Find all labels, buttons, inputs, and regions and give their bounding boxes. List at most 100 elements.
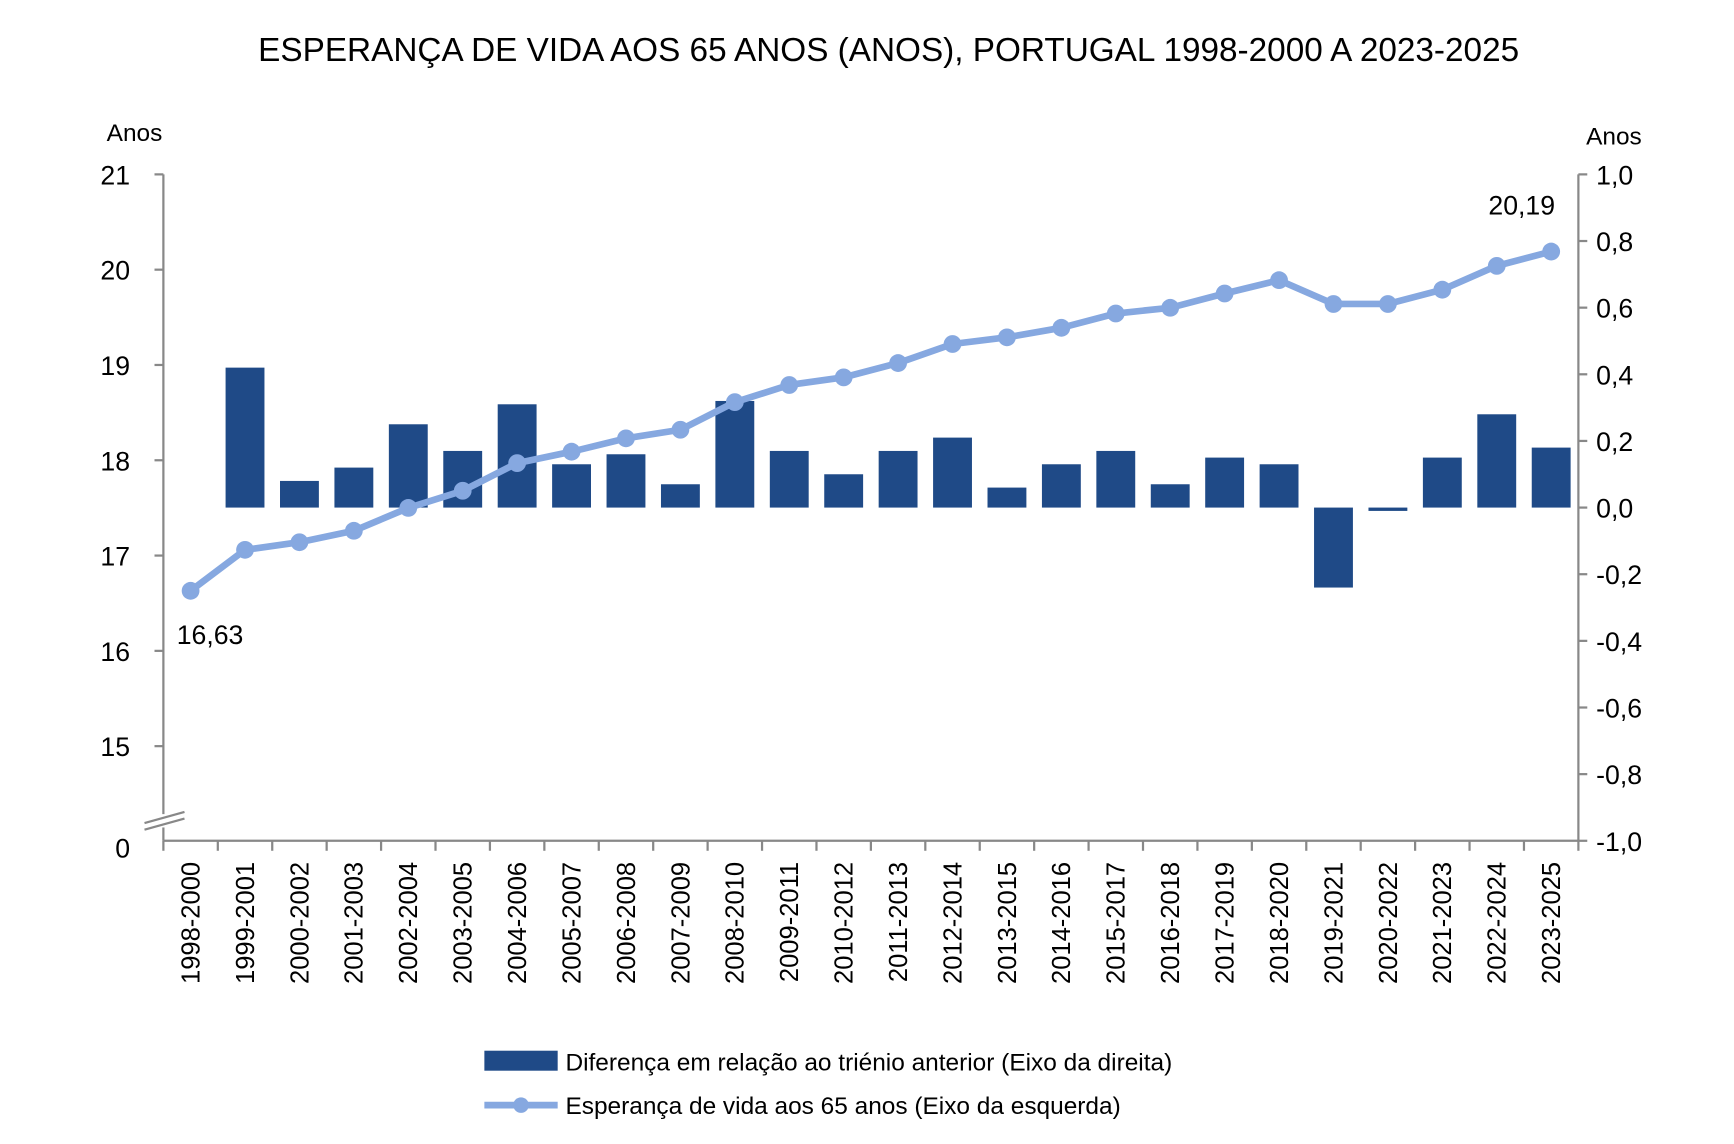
category-label: 2022-2024: [1484, 862, 1512, 984]
line-point: [780, 376, 799, 394]
category-label: 2010-2012: [831, 862, 859, 984]
right-axis-tick-label: -1,0: [1596, 827, 1642, 857]
bar: [1422, 457, 1462, 508]
line-point: [1215, 284, 1234, 303]
right-axis-tick-label: 0,2: [1596, 427, 1633, 457]
bar: [280, 480, 319, 508]
legend-bar-swatch: [484, 1050, 558, 1071]
category-label: 2012-2014: [939, 862, 967, 984]
left-axis-tick-label: 17: [100, 542, 130, 572]
left-axis-tick-label: 19: [100, 351, 130, 381]
category-label: 2014-2016: [1048, 862, 1076, 984]
legend-line-marker: [513, 1097, 529, 1113]
line-point: [1379, 295, 1397, 313]
left-axis-tick-label: 20: [100, 256, 130, 286]
category-label: 2007-2009: [667, 862, 695, 984]
line-point: [1052, 318, 1071, 337]
category-label: 2013-2015: [994, 862, 1022, 984]
bar: [1259, 464, 1299, 508]
line-point: [1542, 242, 1561, 261]
bar: [987, 487, 1027, 508]
right-axis-label: Anos: [1586, 123, 1642, 150]
line-point: [1161, 298, 1180, 317]
life-expectancy-line: [188, 248, 1553, 594]
line-point: [998, 328, 1016, 347]
line-point: [671, 420, 690, 439]
bar: [1531, 447, 1571, 508]
left-axis-tick-label: 15: [100, 732, 130, 762]
bar: [769, 450, 809, 508]
right-axis-tick-label: 0,4: [1596, 360, 1633, 390]
bar: [552, 464, 591, 508]
line-point: [943, 335, 962, 353]
left-axis-label: Anos: [107, 120, 163, 147]
bar: [1205, 457, 1245, 508]
line-point: [453, 481, 472, 500]
line-point: [725, 393, 744, 412]
category-label: 2020-2022: [1375, 862, 1403, 984]
bar: [388, 424, 428, 508]
left-axis-tick-label: 16: [100, 637, 130, 667]
line-point: [344, 521, 363, 540]
bar: [1368, 507, 1408, 511]
category-label: 2011-2013: [885, 862, 913, 982]
bar: [1041, 464, 1081, 508]
axis-break-mark: [144, 810, 185, 825]
category-label: 2005-2007: [558, 862, 586, 984]
category-labels: 1998-2000 1999-2001 2000-2002 2001-2003 2002…: [177, 862, 1566, 984]
category-label: 2023-2025: [1538, 862, 1566, 984]
bar-series: [225, 367, 1571, 588]
legend: Diferença em relação ao triénio anterior…: [484, 1050, 1172, 1120]
bar: [1477, 414, 1517, 508]
right-axis-tick-label: -0,8: [1596, 760, 1642, 790]
line-series: [181, 242, 1561, 600]
line-point: [181, 581, 200, 600]
line-point: [236, 540, 254, 559]
bar: [824, 474, 864, 508]
category-label: 2008-2010: [722, 862, 750, 984]
line-point: [1324, 295, 1343, 313]
left-axis-tick-label: 0: [115, 833, 130, 863]
category-label: 2018-2020: [1266, 862, 1294, 984]
right-axis-tick-label: -0,6: [1596, 693, 1642, 723]
right-axis-tick-label: 0,0: [1596, 494, 1633, 524]
category-label: 2015-2017: [1103, 862, 1131, 984]
right-axis-tick-label: 0,8: [1596, 227, 1633, 257]
right-axis-tick-label: -0,4: [1596, 627, 1642, 657]
category-label: 2000-2002: [286, 862, 314, 984]
category-label: 2016-2018: [1157, 862, 1185, 984]
data-label-last: 20,19: [1488, 190, 1555, 220]
line-point: [889, 354, 907, 372]
category-label: 1999-2001: [232, 862, 260, 984]
left-axis-tick-label: 18: [100, 446, 130, 476]
right-axis-tick-label: 1,0: [1596, 160, 1633, 190]
category-label: 2002-2004: [395, 862, 423, 984]
line-point: [834, 368, 853, 387]
category-label: 2001-2003: [341, 862, 369, 984]
bar: [225, 367, 265, 508]
category-label: 2009-2011: [776, 862, 804, 982]
line-point: [290, 533, 309, 552]
bar: [334, 467, 374, 508]
bar: [715, 400, 755, 508]
chart-title: ESPERANÇA DE VIDA AOS 65 ANOS (ANOS), PO…: [258, 32, 1519, 69]
bar: [1096, 450, 1136, 508]
category-label: 2004-2006: [504, 862, 532, 984]
line-point: [562, 442, 581, 461]
line-point: [617, 429, 635, 448]
line-point: [1433, 280, 1452, 299]
line-point: [1106, 304, 1125, 323]
left-axis-tick-label: 21: [100, 160, 130, 190]
bar: [933, 437, 972, 508]
bar: [878, 450, 918, 508]
data-label-first: 16,63: [177, 620, 244, 650]
right-axis-tick-label: 0,6: [1596, 294, 1633, 324]
line-point: [508, 454, 527, 473]
axis-break-mark: [144, 817, 185, 831]
bar: [1150, 484, 1190, 508]
bar: [606, 454, 646, 508]
category-label: 1998-2000: [177, 862, 205, 984]
legend-bar-label: Diferença em relação ao triénio anterior…: [565, 1050, 1172, 1077]
bar: [660, 484, 700, 508]
